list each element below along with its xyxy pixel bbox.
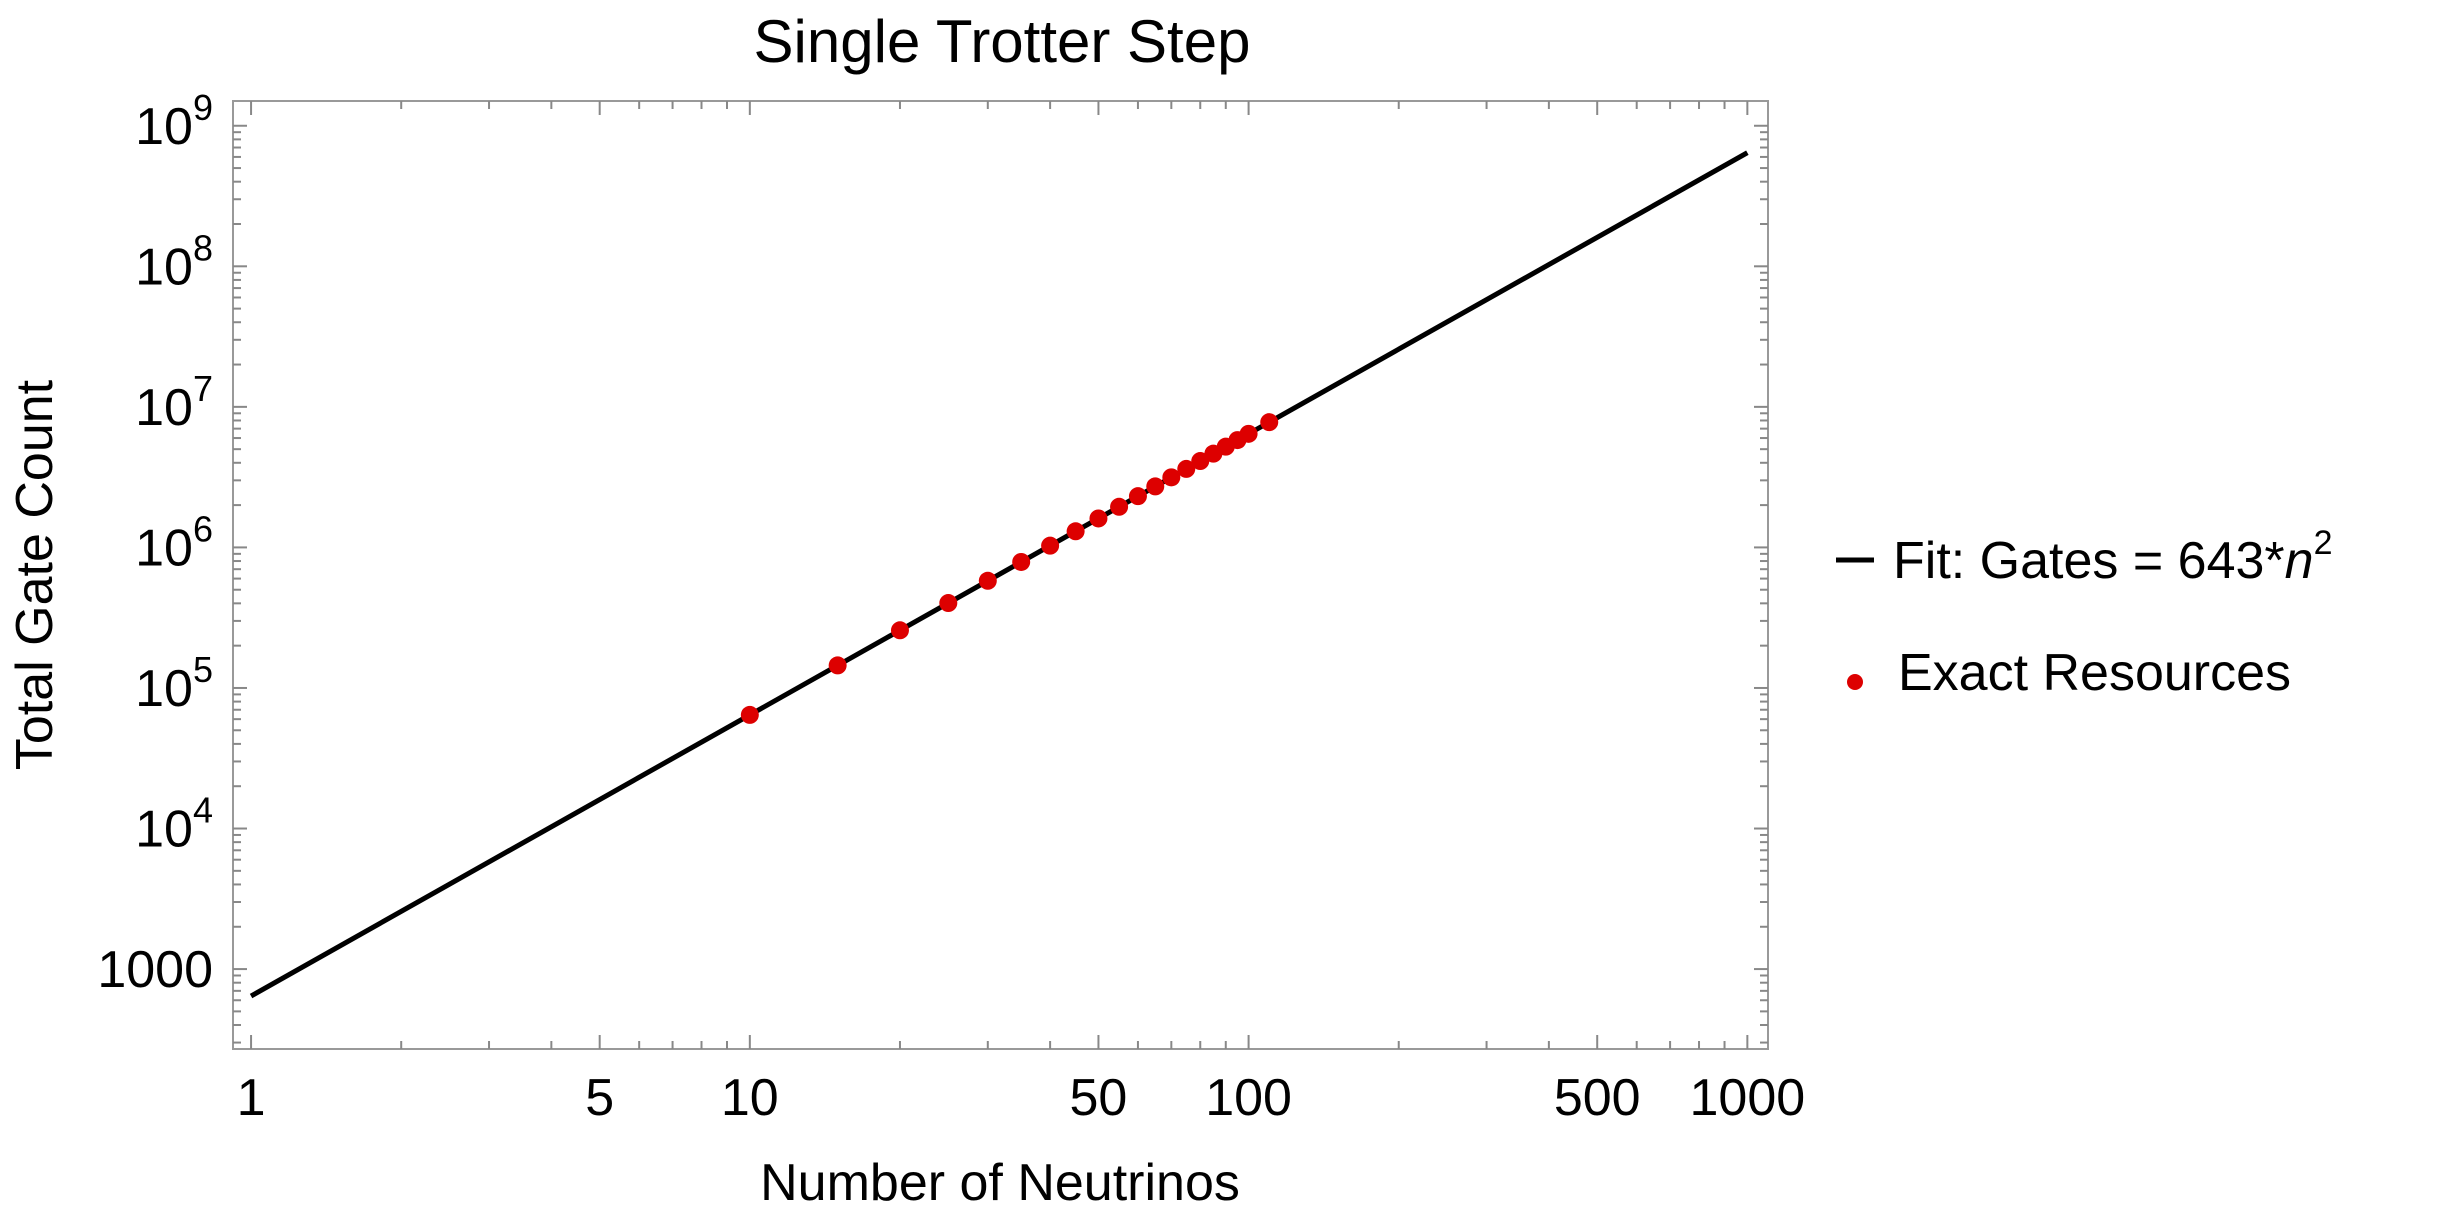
y-tick-label: 107 <box>135 368 213 437</box>
y-axis-label: Total Gate Count <box>6 379 64 770</box>
legend-dot-swatch <box>1847 674 1863 690</box>
x-tick-label: 100 <box>1205 1069 1292 1127</box>
y-tick-label: 109 <box>135 87 213 156</box>
data-point <box>1041 536 1060 555</box>
legend: Fit: Gates = 643*n2 Exact Resources <box>1836 524 2333 702</box>
data-point <box>1128 487 1147 506</box>
y-tick-label: 105 <box>135 649 213 718</box>
x-tick-label: 1 <box>237 1069 266 1127</box>
legend-label-exact: Exact Resources <box>1898 644 2291 702</box>
data-point <box>1146 477 1165 496</box>
x-tick-label: 500 <box>1554 1069 1641 1127</box>
data-point <box>1089 509 1108 528</box>
x-tick-label: 5 <box>585 1069 614 1127</box>
data-point <box>1162 468 1181 487</box>
x-tick-label: 1000 <box>1690 1069 1806 1127</box>
y-tick-label: 104 <box>135 790 213 859</box>
data-points <box>740 413 1279 724</box>
data-point <box>1260 413 1279 432</box>
data-point <box>1177 459 1196 478</box>
legend-item-exact: Exact Resources <box>1847 644 2291 702</box>
y-tick-labels: 1000 104 105 106 107 108 109 <box>97 87 213 999</box>
y-tick-label: 1000 <box>97 941 213 999</box>
y-tick-label: 106 <box>135 508 213 577</box>
data-point <box>890 621 909 640</box>
data-point <box>740 705 759 724</box>
data-point <box>1110 497 1129 516</box>
legend-item-fit: Fit: Gates = 643*n2 <box>1836 524 2333 590</box>
x-tick-label: 50 <box>1070 1069 1128 1127</box>
data-point <box>978 571 997 590</box>
data-point <box>939 594 958 613</box>
chart-title: Single Trotter Step <box>754 8 1251 75</box>
data-point <box>1012 552 1031 571</box>
data-point <box>1239 424 1258 443</box>
y-tick-label: 108 <box>135 227 213 296</box>
x-tick-labels: 1 5 10 50 100 500 1000 <box>237 1069 1806 1127</box>
x-tick-label: 10 <box>721 1069 779 1127</box>
axis-ticks <box>233 101 1768 1049</box>
data-point <box>1191 452 1210 471</box>
x-axis-label: Number of Neutrinos <box>760 1154 1240 1212</box>
data-point <box>828 656 847 675</box>
legend-label-fit: Fit: Gates = 643*n2 <box>1893 524 2333 590</box>
fit-line <box>249 150 1749 999</box>
plot-frame <box>232 100 1769 1050</box>
data-point <box>1066 522 1085 541</box>
